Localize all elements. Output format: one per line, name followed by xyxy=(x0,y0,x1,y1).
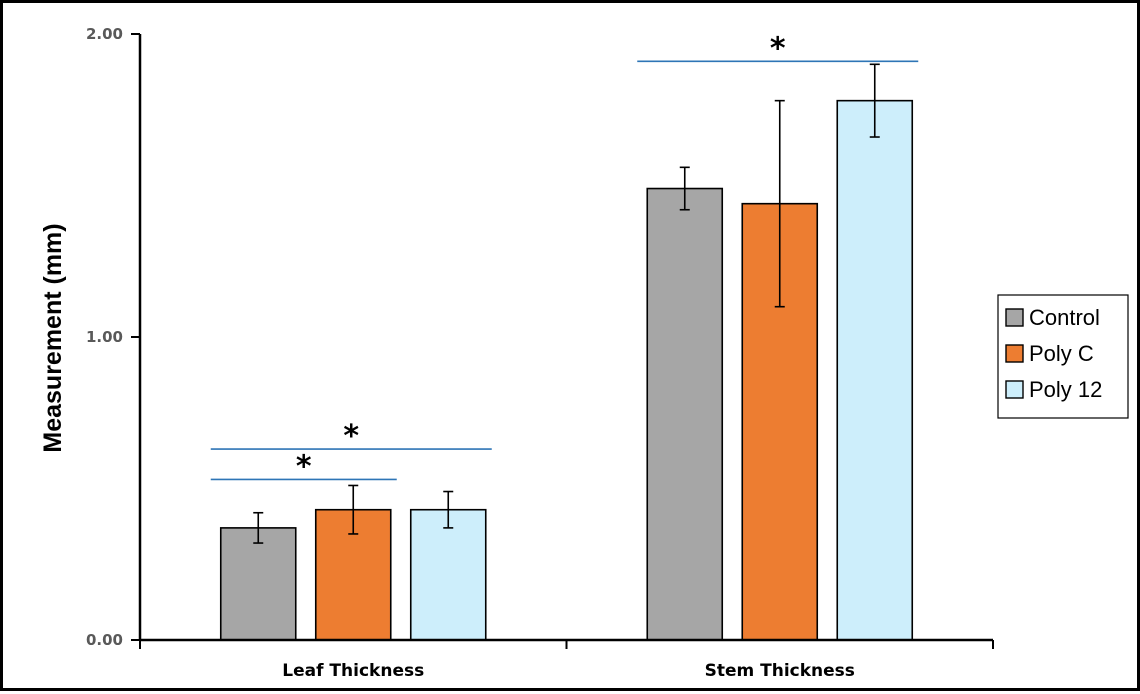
y-axis-title: Measurement (mm) xyxy=(39,223,67,452)
significance-star: * xyxy=(770,31,786,66)
significance-star: * xyxy=(343,419,359,454)
legend-swatch xyxy=(1005,380,1024,399)
legend-swatch xyxy=(1005,308,1024,327)
y-tick-label: 1.00 xyxy=(86,328,123,346)
bar-poly-12-0 xyxy=(409,508,487,641)
bar-control-0 xyxy=(219,527,297,641)
legend-swatch xyxy=(1005,344,1024,363)
y-tick-label: 0.00 xyxy=(86,631,123,649)
legend-label: Control xyxy=(1029,305,1100,330)
bar-poly-12-1 xyxy=(836,99,914,641)
bar-control-1 xyxy=(646,187,724,641)
legend-label: Poly 12 xyxy=(1029,377,1102,402)
bar-chart: 0.00 1.00 2.00 Leaf Thickness Stem Thickness… xyxy=(39,25,1129,681)
category-label: Stem Thickness xyxy=(705,661,855,681)
legend-label: Poly C xyxy=(1029,341,1094,366)
category-label: Leaf Thickness xyxy=(282,661,424,681)
y-tick-label: 2.00 xyxy=(86,25,123,43)
significance-star: * xyxy=(296,449,312,484)
